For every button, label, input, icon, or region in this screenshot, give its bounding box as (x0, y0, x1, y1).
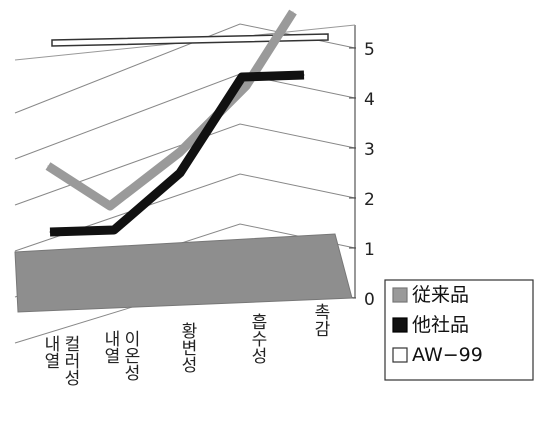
y-axis-ticks: 0 1 2 3 4 5 (364, 40, 375, 310)
point-competitor-1 (113, 229, 115, 231)
svg-text:컬러성: 컬러성 (60, 335, 80, 386)
point-competitor-3 (241, 76, 243, 78)
legend-swatch-1 (392, 317, 408, 333)
x-category-label-0: 내열 컬러성 (40, 335, 80, 386)
series-layer (45, 9, 329, 237)
y-tick-label-0: 0 (364, 290, 375, 310)
point-competitor-2 (179, 172, 181, 174)
point-competitor-4 (303, 74, 305, 76)
svg-text:흡수성: 흡수성 (247, 313, 267, 364)
svg-text:촉감: 촉감 (310, 303, 330, 337)
floor-plane (14, 233, 353, 313)
y-tick-label-5: 5 (364, 40, 375, 60)
x-category-label-3: 흡수성 (247, 313, 267, 364)
series-line-aw99 (51, 33, 329, 47)
legend-swatch-2 (392, 347, 408, 363)
y-tick-label-3: 3 (364, 140, 375, 160)
y-tick-label-4: 4 (364, 90, 375, 110)
point-conventional-0 (47, 165, 49, 167)
x-category-label-2: 황변성 (177, 322, 197, 373)
svg-text:내열: 내열 (40, 335, 60, 369)
svg-text:내열: 내열 (100, 330, 120, 364)
x-axis-categories: 내열 컬러성 내열 이온성 황변성 흡수성 촉감 (40, 303, 330, 386)
legend-swatch-0 (392, 287, 408, 303)
legend-box (384, 279, 534, 381)
chart-floor (14, 233, 353, 313)
legend-label-0: 従来品 (412, 284, 469, 306)
y-tick-label-2: 2 (364, 190, 375, 210)
point-conventional-4 (292, 11, 294, 13)
point-competitor-0 (49, 231, 51, 233)
legend-label-2: AW−99 (412, 344, 483, 366)
y-tick-label-1: 1 (364, 240, 375, 260)
svg-text:이온성: 이온성 (120, 330, 140, 381)
x-category-label-1: 내열 이온성 (100, 330, 140, 381)
x-category-label-4: 촉감 (310, 303, 330, 337)
point-conventional-1 (109, 205, 111, 207)
gridline-2 (14, 173, 356, 252)
point-conventional-3 (245, 85, 247, 87)
svg-text:황변성: 황변성 (177, 322, 197, 373)
point-conventional-2 (179, 151, 181, 153)
legend-label-1: 他社品 (412, 314, 469, 336)
gridline-3 (14, 123, 356, 206)
